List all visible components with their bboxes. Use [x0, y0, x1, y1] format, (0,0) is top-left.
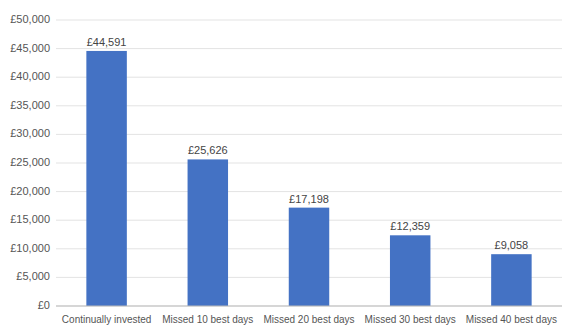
grid-line — [56, 134, 562, 135]
y-tick-label: £40,000 — [10, 70, 50, 82]
x-axis-line — [56, 306, 562, 307]
chart: £0 £5,000 £10,000 £15,000 £20,000 £25,000 £30,… — [0, 0, 570, 336]
bar — [390, 235, 430, 306]
chart-container: £0 £5,000 £10,000 £15,000 £20,000 £25,000 £30,… — [0, 0, 570, 336]
grid — [56, 20, 562, 306]
grid-line — [56, 77, 562, 78]
bar — [86, 51, 126, 306]
y-tick-label: £45,000 — [10, 42, 50, 54]
bar — [289, 208, 329, 306]
x-tick-label: Missed 40 best days — [466, 314, 557, 325]
grid-line — [56, 306, 562, 307]
bar — [491, 254, 531, 306]
data-label: £25,626 — [188, 144, 228, 156]
data-label: £17,198 — [289, 193, 329, 205]
y-tick-label: £15,000 — [10, 213, 50, 225]
x-axis: Continually invested Missed 10 best days M… — [62, 314, 557, 325]
bar — [188, 159, 228, 306]
y-tick-label: £0 — [38, 299, 50, 311]
grid-line — [56, 163, 562, 164]
y-axis: £0 £5,000 £10,000 £15,000 £20,000 £25,000 £30,… — [10, 13, 50, 311]
background — [0, 0, 570, 336]
y-tick-label: £10,000 — [10, 242, 50, 254]
x-tick-label: Missed 20 best days — [263, 314, 354, 325]
data-label: £9,058 — [495, 239, 529, 251]
grid-line — [56, 105, 562, 106]
data-label: £44,591 — [87, 36, 127, 48]
data-labels: £44,591 £25,626 £17,198 £12,359 £9,058 — [87, 36, 529, 251]
page: {"chart_data": {"type": "bar", "categori… — [0, 0, 570, 336]
bars — [86, 51, 531, 306]
y-tick-label: £30,000 — [10, 127, 50, 139]
data-label: £12,359 — [390, 220, 430, 232]
y-tick-label: £50,000 — [10, 13, 50, 25]
y-tick-label: £25,000 — [10, 156, 50, 168]
x-tick-label: Continually invested — [62, 314, 152, 325]
x-tick-label: Missed 10 best days — [162, 314, 253, 325]
y-tick-label: £35,000 — [10, 99, 50, 111]
grid-line — [56, 48, 562, 49]
y-tick-label: £20,000 — [10, 185, 50, 197]
grid-line — [56, 20, 562, 21]
y-tick-label: £5,000 — [16, 270, 50, 282]
x-tick-label: Missed 30 best days — [365, 314, 456, 325]
